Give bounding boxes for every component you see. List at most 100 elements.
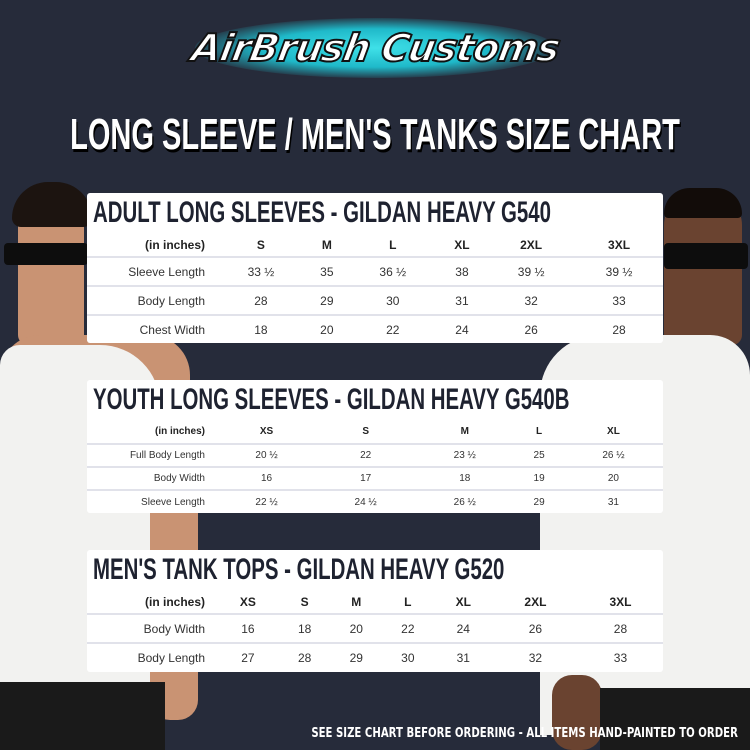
size-header: 2XL bbox=[524, 594, 547, 609]
cell-value: 22 bbox=[348, 314, 437, 343]
mens-tank-tops-table: MEN'S TANK TOPS - GILDAN HEAVY G520 (in i… bbox=[87, 550, 663, 672]
row-label: Sleeve Length bbox=[87, 489, 217, 513]
brand-logo: AirBrush Customs bbox=[185, 8, 565, 88]
page-title: LONG SLEEVE / MEN'S TANKS SIZE CHART bbox=[70, 110, 680, 159]
cell-value: 31 bbox=[436, 285, 488, 315]
header-row: (in inches) XS S M L XL 2XL 3XL bbox=[87, 590, 663, 614]
header-row: (in inches) XS S M L XL bbox=[87, 420, 663, 444]
cell-value: 30 bbox=[382, 642, 434, 672]
size-header: XL bbox=[607, 426, 620, 437]
cell-value: 24 bbox=[433, 613, 493, 643]
cell-value: 33 bbox=[575, 285, 663, 315]
cell-value: 18 bbox=[415, 466, 515, 490]
cell-value: 32 bbox=[487, 285, 576, 315]
unit-label: (in inches) bbox=[154, 426, 205, 437]
size-header: M bbox=[321, 237, 332, 252]
table-row: Sleeve Length 33 ½ 35 36 ½ 38 39 ½ 39 ½ bbox=[87, 256, 663, 286]
cell-value: 30 bbox=[348, 285, 437, 315]
cell-value: 33 bbox=[577, 642, 663, 672]
size-table: (in inches) XS S M L XL 2XL 3XL Body Width 16 18 20… bbox=[87, 590, 663, 672]
cell-value: 26 ½ bbox=[563, 443, 663, 467]
size-header: S bbox=[362, 426, 369, 437]
size-header: 3XL bbox=[609, 594, 632, 609]
table-title: ADULT LONG SLEEVES - GILDAN HEAVY G540 bbox=[93, 196, 551, 229]
cell-value: 22 bbox=[316, 443, 416, 467]
size-header: L bbox=[404, 594, 412, 609]
cell-value: 18 bbox=[278, 613, 331, 643]
table-row: Full Body Length 20 ½ 22 23 ½ 25 26 ½ bbox=[87, 443, 663, 467]
logo-text: AirBrush Customs bbox=[187, 25, 564, 71]
cell-value: 31 bbox=[433, 642, 493, 672]
table-title: YOUTH LONG SLEEVES - GILDAN HEAVY G540B bbox=[93, 383, 570, 416]
cell-value: 20 bbox=[304, 314, 349, 343]
cell-value: 28 bbox=[278, 642, 331, 672]
size-header: XL bbox=[454, 237, 470, 252]
table-row: Body Width 16 17 18 19 20 bbox=[87, 466, 663, 490]
cell-value: 31 bbox=[563, 489, 663, 513]
size-header: XS bbox=[239, 594, 256, 609]
logo-glow bbox=[195, 18, 555, 78]
cell-value: 26 ½ bbox=[415, 489, 515, 513]
table-row: Body Length 27 28 29 30 31 32 33 bbox=[87, 642, 663, 672]
cell-value: 16 bbox=[217, 466, 317, 490]
cell-value: 18 bbox=[217, 314, 305, 343]
size-header: 3XL bbox=[608, 237, 631, 252]
cell-value: 20 bbox=[330, 613, 383, 643]
size-header: S bbox=[256, 237, 265, 252]
table-row: Body Width 16 18 20 22 24 26 28 bbox=[87, 613, 663, 643]
row-label: Body Length bbox=[87, 642, 217, 672]
cell-value: 28 bbox=[217, 285, 305, 315]
cell-value: 39 ½ bbox=[487, 256, 576, 286]
row-label: Body Width bbox=[87, 466, 217, 490]
cell-value: 29 bbox=[304, 285, 349, 315]
size-header: S bbox=[300, 594, 309, 609]
size-header: XS bbox=[259, 426, 274, 437]
cell-value: 26 bbox=[492, 613, 578, 643]
row-label: Body Length bbox=[87, 285, 217, 315]
size-header: M bbox=[460, 426, 469, 437]
cell-value: 29 bbox=[514, 489, 564, 513]
cell-value: 38 bbox=[436, 256, 488, 286]
cell-value: 20 bbox=[563, 466, 663, 490]
cell-value: 39 ½ bbox=[575, 256, 663, 286]
size-header: 2XL bbox=[520, 237, 543, 252]
table-row: Body Length 28 29 30 31 32 33 bbox=[87, 285, 663, 315]
cell-value: 22 bbox=[382, 613, 434, 643]
cell-value: 29 bbox=[330, 642, 383, 672]
youth-long-sleeves-table: YOUTH LONG SLEEVES - GILDAN HEAVY G540B (… bbox=[87, 380, 663, 513]
cell-value: 33 ½ bbox=[217, 256, 305, 286]
row-label: Sleeve Length bbox=[87, 256, 217, 286]
cell-value: 24 ½ bbox=[316, 489, 416, 513]
cell-value: 28 bbox=[575, 314, 663, 343]
cell-value: 22 ½ bbox=[217, 489, 317, 513]
cell-value: 25 bbox=[514, 443, 564, 467]
cell-value: 36 ½ bbox=[348, 256, 437, 286]
size-header: M bbox=[351, 594, 362, 609]
cell-value: 19 bbox=[514, 466, 564, 490]
cell-value: 26 bbox=[487, 314, 576, 343]
row-label: Chest Width bbox=[87, 314, 217, 343]
unit-label: (in inches) bbox=[144, 594, 205, 609]
cell-value: 28 bbox=[577, 613, 663, 643]
size-header: L bbox=[389, 237, 397, 252]
cell-value: 16 bbox=[217, 613, 279, 643]
cell-value: 20 ½ bbox=[217, 443, 317, 467]
table-row: Chest Width 18 20 22 24 26 28 bbox=[87, 314, 663, 343]
row-label: Body Width bbox=[87, 613, 217, 643]
row-label: Full Body Length bbox=[87, 443, 217, 467]
cell-value: 35 bbox=[304, 256, 349, 286]
table-row: Sleeve Length 22 ½ 24 ½ 26 ½ 29 31 bbox=[87, 489, 663, 513]
cell-value: 23 ½ bbox=[415, 443, 515, 467]
cell-value: 17 bbox=[316, 466, 416, 490]
cell-value: 32 bbox=[492, 642, 578, 672]
unit-label: (in inches) bbox=[144, 237, 205, 252]
size-header: L bbox=[536, 426, 543, 437]
header-row: (in inches) S M L XL 2XL 3XL bbox=[87, 233, 663, 257]
size-table: (in inches) XS S M L XL Full Body Length 20 ½ 22… bbox=[87, 420, 663, 513]
size-header: XL bbox=[455, 594, 471, 609]
table-title: MEN'S TANK TOPS - GILDAN HEAVY G520 bbox=[93, 553, 505, 586]
cell-value: 24 bbox=[436, 314, 488, 343]
cell-value: 27 bbox=[217, 642, 279, 672]
adult-long-sleeves-table: ADULT LONG SLEEVES - GILDAN HEAVY G540 (i… bbox=[87, 193, 663, 343]
